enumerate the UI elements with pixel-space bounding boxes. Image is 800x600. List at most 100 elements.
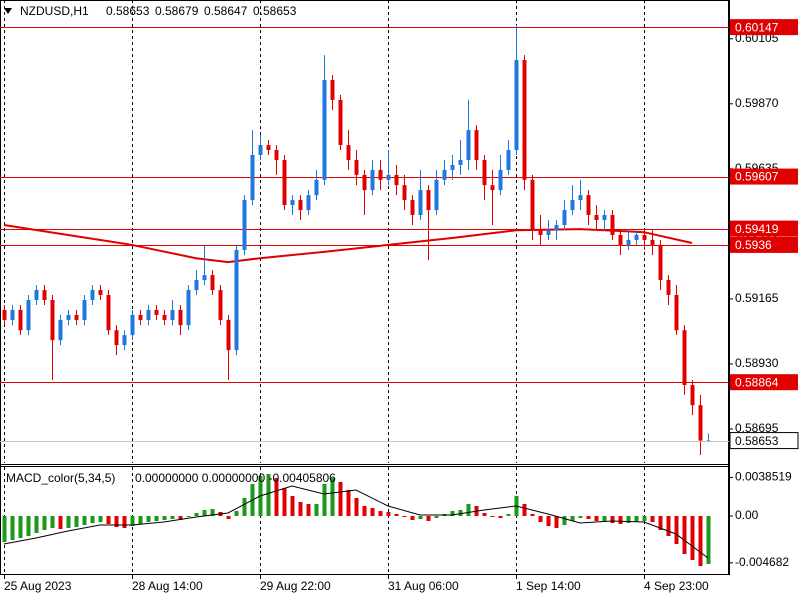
histogram-bar: [74, 516, 79, 527]
candle-body: [602, 215, 607, 221]
candle-body: [498, 169, 503, 191]
histogram-bar: [658, 516, 663, 530]
candle-body: [514, 60, 519, 150]
plot-frame: [0, 0, 729, 575]
histogram-bar: [2, 516, 7, 542]
candle-body: [586, 195, 591, 216]
histogram-bar: [370, 508, 375, 516]
histogram-bar: [194, 513, 199, 516]
candle-body: [330, 79, 335, 100]
candle-body: [202, 275, 207, 281]
histogram-bar: [530, 514, 535, 516]
histogram-bar: [18, 516, 23, 538]
candle-body: [306, 195, 311, 211]
candle-body: [378, 169, 383, 180]
histogram-bar: [690, 516, 695, 560]
candle-body: [218, 290, 223, 320]
candle-body: [26, 299, 31, 331]
histogram-bar: [266, 474, 271, 516]
y-tick-label: 0.0038519: [735, 470, 792, 484]
histogram-bar: [402, 516, 407, 517]
candle-body: [282, 159, 287, 206]
candle-body: [674, 295, 679, 331]
level-label-box: [730, 374, 798, 391]
histogram-bar: [338, 482, 343, 516]
macd-title: MACD_color(5,34,5): [6, 471, 115, 485]
histogram-bar: [10, 516, 15, 540]
menu-triangle[interactable]: [4, 8, 12, 14]
x-tick-label: 28 Aug 14:00: [132, 579, 203, 593]
histogram-bar: [522, 504, 527, 516]
candle-body: [66, 314, 71, 320]
histogram-bar: [498, 516, 503, 518]
moving-average: [3, 224, 693, 264]
histogram-bar: [642, 516, 647, 521]
candle-body: [354, 159, 359, 175]
level-label: 0.59419: [735, 222, 779, 236]
histogram-bar: [578, 516, 583, 518]
candle-body: [194, 280, 199, 291]
histogram-bar: [34, 516, 39, 533]
candle-body: [258, 145, 263, 155]
histogram-bar: [346, 490, 351, 516]
histogram-bar: [146, 516, 151, 522]
histogram-bar: [178, 516, 183, 520]
histogram-bar: [458, 510, 463, 516]
candle-body: [578, 195, 583, 201]
histogram-bar: [426, 516, 431, 521]
signal-line: [3, 485, 709, 559]
histogram-bar: [386, 512, 391, 516]
candle-body: [410, 200, 415, 216]
x-tick-label: 4 Sep 23:00: [644, 579, 709, 593]
candle-body: [458, 159, 463, 165]
candle-body: [146, 309, 151, 320]
candle-body: [370, 169, 375, 191]
histogram-bar: [42, 516, 47, 530]
candle-body: [554, 224, 559, 231]
histogram-bar: [82, 516, 87, 525]
candle-body: [394, 174, 399, 186]
histogram-bar: [682, 516, 687, 554]
histogram-bar: [154, 516, 159, 521]
current-price-label: 0.58653: [735, 434, 779, 448]
candle-body: [506, 149, 511, 170]
candle-body: [50, 299, 55, 341]
histogram-bar: [594, 516, 599, 521]
candle-body: [442, 169, 447, 180]
histogram-bar: [602, 516, 607, 521]
candle-body: [450, 164, 455, 170]
candle-body: [10, 309, 15, 320]
candle-body: [570, 200, 575, 211]
candle-body: [418, 190, 423, 216]
histogram-bar: [58, 516, 63, 529]
y-tick-label: -0.004682: [735, 555, 789, 569]
candle-body: [562, 210, 567, 225]
histogram-bar: [554, 516, 559, 528]
histogram-bar: [330, 478, 335, 516]
candle-body: [154, 309, 159, 315]
histogram-bar: [226, 516, 231, 519]
candle-body: [482, 159, 487, 186]
candle-body: [138, 314, 143, 320]
y-tick-label: 0.58695: [735, 421, 779, 435]
candle-body: [98, 290, 103, 296]
candle-body: [474, 130, 479, 160]
histogram-bar: [210, 509, 215, 516]
candle-body: [490, 185, 495, 191]
candle-body: [298, 200, 303, 211]
histogram-bar: [394, 514, 399, 516]
candle-body: [618, 234, 623, 245]
candle-body: [322, 79, 327, 180]
histogram-bar: [50, 516, 55, 528]
candle-body: [234, 249, 239, 351]
histogram-bar: [546, 516, 551, 526]
candle-body: [266, 145, 271, 150]
candle-body: [122, 335, 127, 346]
candle-body: [642, 234, 647, 240]
histogram-bar: [674, 516, 679, 544]
y-tick-label: 0.59870: [735, 96, 779, 110]
level-label-box: [730, 220, 798, 237]
histogram-bar: [450, 511, 455, 516]
ohlc-high: 0.58679: [155, 4, 199, 18]
